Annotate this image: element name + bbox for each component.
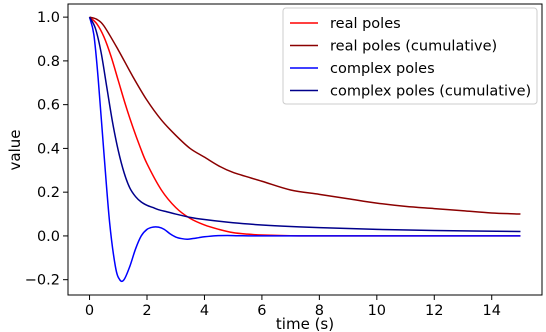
x-axis-label: time (s): [276, 315, 334, 332]
series-line-2: [89, 16, 521, 215]
series-layer: [88, 16, 521, 283]
x-tick-label: 0: [85, 303, 94, 319]
x-tick-label: 10: [368, 303, 386, 319]
y-tick-label: 0.6: [37, 98, 60, 114]
y-tick-label: 0.0: [37, 229, 60, 245]
y-axis-label: value: [6, 130, 24, 171]
legend-label: real poles (cumulative): [330, 39, 497, 55]
legend-label: complex poles: [330, 61, 435, 77]
plot-frame: [67, 3, 543, 296]
legend-items: real poles real poles (cumulative) complex…: [290, 16, 531, 100]
y-tick-label: 0.4: [37, 141, 60, 157]
x-axis: 0 2 4 6 8 10 12 14: [85, 295, 501, 319]
y-axis: −0.2 0.0 0.2 0.4 0.6 0.8 1.0: [25, 10, 68, 289]
y-tick-label: 0.2: [37, 185, 60, 201]
x-tick-label: 4: [200, 303, 209, 319]
series-line-4: [88, 16, 521, 233]
x-tick-label: 2: [142, 303, 151, 319]
legend-box: [282, 7, 538, 105]
x-tick-label: 12: [425, 303, 443, 319]
x-tick-label: 6: [257, 303, 266, 319]
x-tick-label: 8: [315, 303, 324, 319]
legend-label: complex poles (cumulative): [330, 84, 531, 100]
y-tick-label: 0.8: [37, 54, 60, 70]
y-tick-label: 1.0: [37, 10, 60, 26]
x-tick-label: 14: [483, 303, 501, 319]
series-line-3: [88, 16, 521, 283]
legend-label: real poles: [330, 16, 401, 32]
y-tick-label: −0.2: [25, 273, 60, 289]
legend: real poles real poles (cumulative) complex…: [282, 7, 538, 105]
